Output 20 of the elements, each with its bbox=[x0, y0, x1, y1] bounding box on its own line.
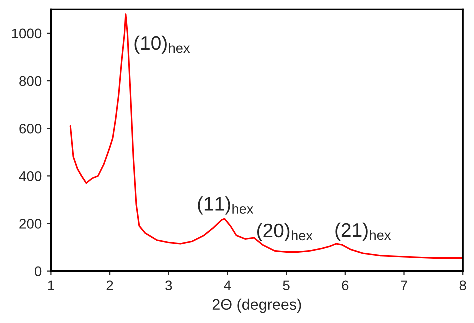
y-tick-label: 0 bbox=[34, 266, 42, 276]
line-series bbox=[70, 14, 464, 260]
y-tick-label: 600 bbox=[20, 124, 42, 134]
y-tick-label: 200 bbox=[20, 219, 42, 229]
annotation: (20)$_{hex}$ bbox=[257, 223, 313, 242]
annotation: (10)$_{hex}$ bbox=[134, 36, 190, 54]
y-tick-label: 800 bbox=[20, 76, 42, 86]
y-tick-label: 400 bbox=[19, 172, 42, 182]
x-tick-label: 7 bbox=[401, 280, 408, 290]
x-tick-label: 6 bbox=[342, 280, 349, 291]
x-tick-label: 3 bbox=[166, 280, 172, 291]
x-tick-label: 8 bbox=[460, 280, 466, 291]
x-tick-label: 5 bbox=[283, 280, 290, 291]
x-tick-label: 2 bbox=[106, 280, 114, 290]
x-axis-title: 2Θ (degrees) bbox=[212, 298, 302, 314]
annotation: (21)$_{hex}$ bbox=[336, 222, 392, 241]
y-tick-label: 1000 bbox=[12, 28, 42, 39]
x-tick-label: 4 bbox=[224, 280, 232, 290]
annotation: (11)$_{hex}$ bbox=[198, 196, 254, 215]
x-tick-label: 1 bbox=[48, 280, 54, 290]
